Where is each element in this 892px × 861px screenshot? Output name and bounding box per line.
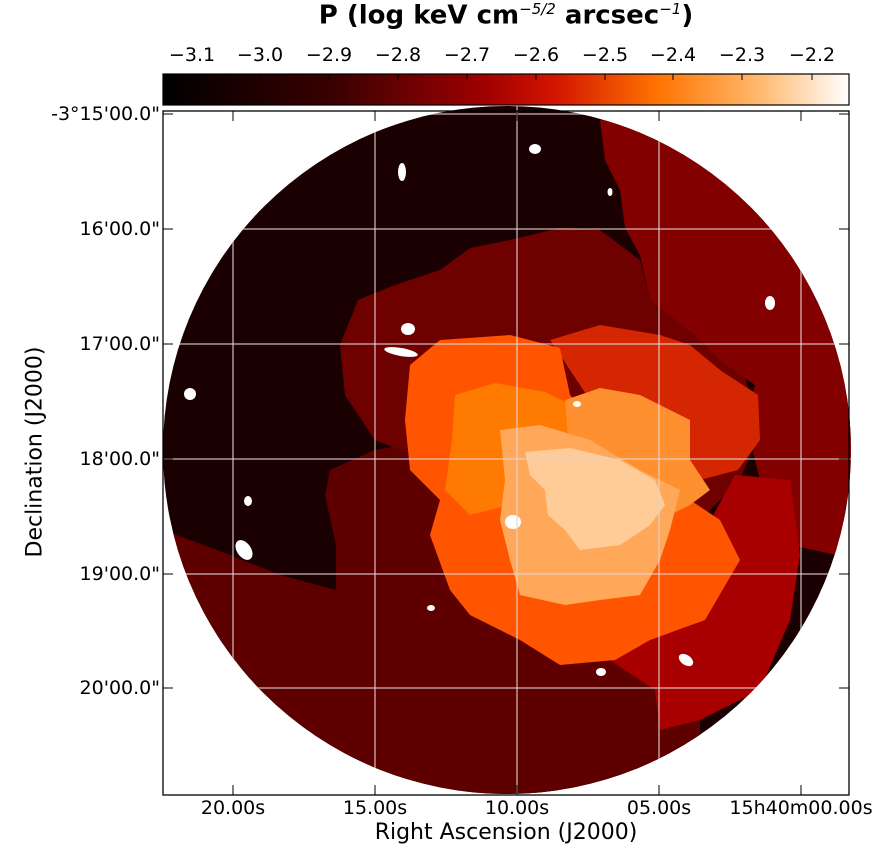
y-tick-label: 17'00.0" (79, 333, 160, 355)
region-core-light (525, 448, 665, 550)
colorbar-tick-label: −3.0 (236, 44, 284, 66)
colorbar-tick-label: −2.4 (649, 44, 697, 66)
x-axis-label: Right Ascension (J2000) (374, 820, 638, 845)
y-axis-label: Declination (J2000) (22, 346, 48, 558)
x-tick-label: 20.00s (200, 797, 266, 819)
colorbar-tick-label: −2.6 (512, 44, 560, 66)
colorbar-tick-label: −2.9 (305, 44, 353, 66)
colorbar-title: P (log keV cm−5/2 arcsec−1) (318, 0, 694, 31)
colorbar-tick-label: −3.1 (168, 44, 216, 66)
plot-frame (162, 110, 850, 796)
x-tick-label: 05.00s (626, 797, 692, 819)
colorbar-tick-label: −2.7 (443, 44, 491, 66)
y-tick-label: 16'00.0" (79, 218, 160, 240)
y-tick-label: 18'00.0" (79, 448, 160, 470)
x-tick-label: 15h40m00.00s (729, 797, 873, 819)
y-tick-label: 19'00.0" (79, 563, 160, 585)
masked-sources (184, 144, 775, 676)
colorbar-tick-label: −2.8 (374, 44, 422, 66)
x-tick-label: 10.00s (484, 797, 550, 819)
y-tick-label: 20'00.0" (79, 677, 160, 699)
coordinate-grid (163, 106, 851, 794)
colorbar-tick-label: −2.2 (788, 44, 836, 66)
y-tick-label: -3°15'00.0" (51, 103, 160, 125)
colorbar-tick-label: −2.3 (718, 44, 766, 66)
axis-ticks (163, 111, 849, 795)
colorbar-tick-label: −2.5 (581, 44, 629, 66)
x-tick-label: 15.00s (342, 797, 408, 819)
colorbar (162, 73, 850, 106)
